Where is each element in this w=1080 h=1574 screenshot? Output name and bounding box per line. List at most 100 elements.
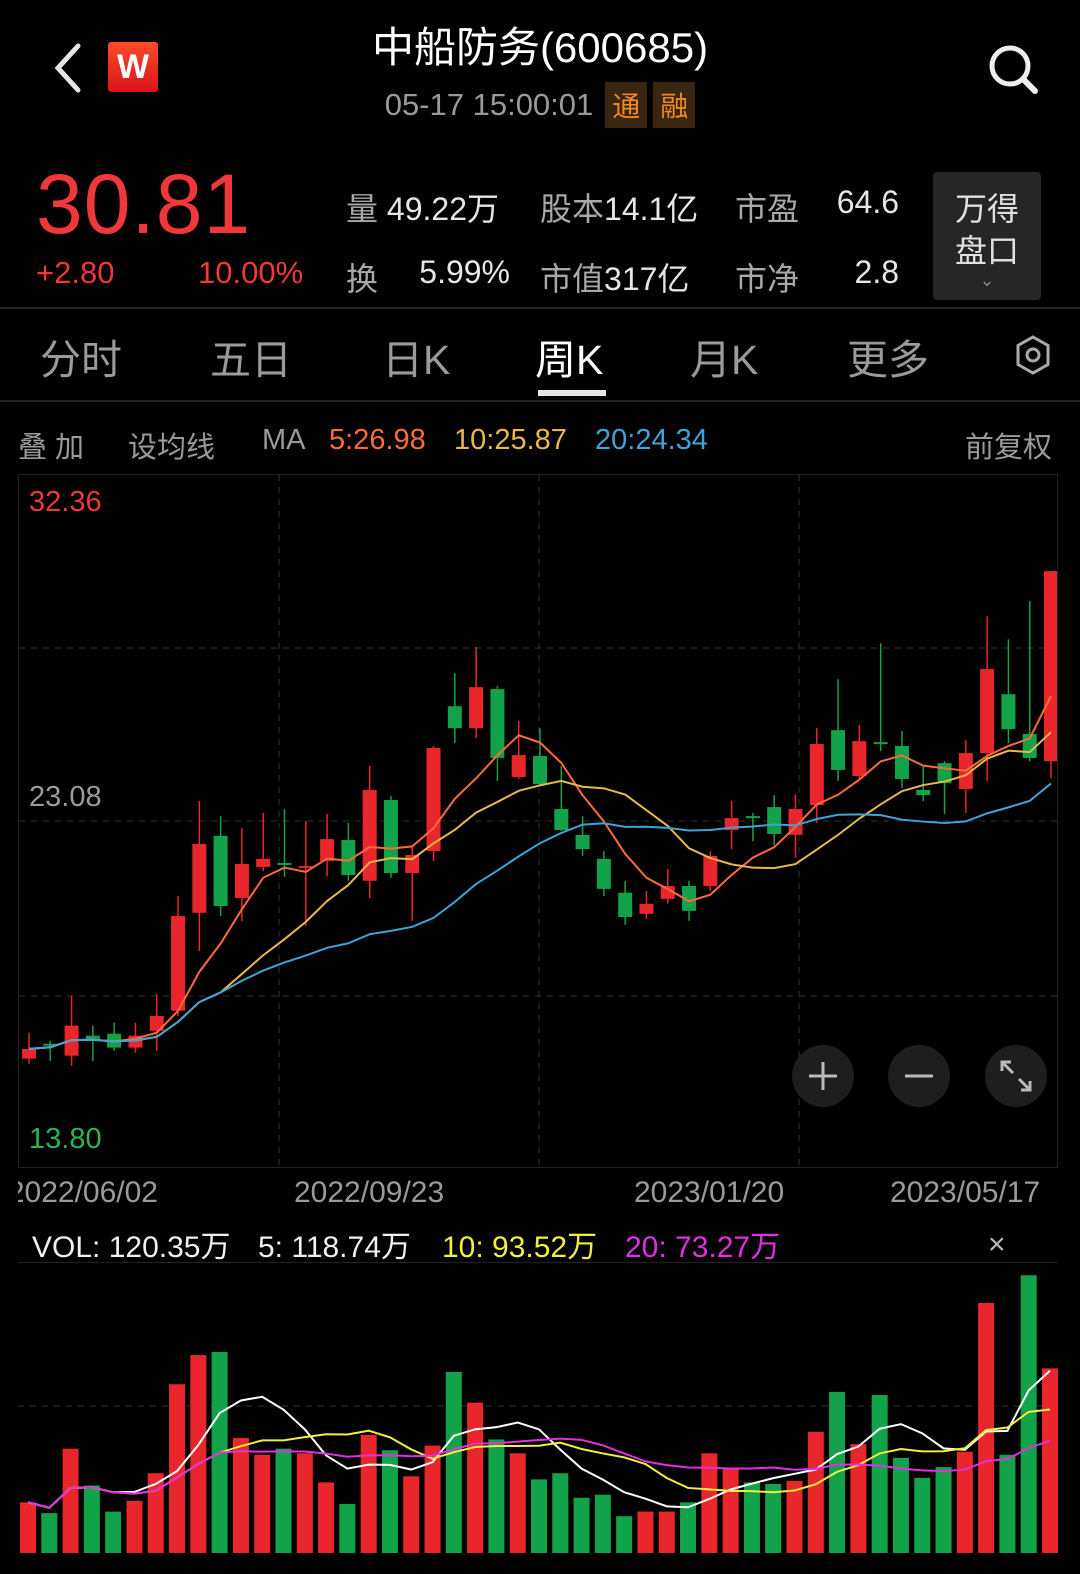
zoom-in-button[interactable]: [792, 1045, 854, 1107]
stat-turnover: 换 5.99%: [346, 254, 510, 300]
tab-daily-k[interactable]: 日K: [382, 337, 451, 383]
volume-bar: [573, 1497, 590, 1553]
stat-label: 股本: [540, 191, 605, 227]
volume-bar: [743, 1482, 760, 1553]
candle-up: [809, 744, 824, 806]
volume-value: VOL: 120.35万: [32, 1231, 231, 1264]
candle-down: [831, 730, 846, 770]
wind-panel-button[interactable]: 万得 盘口 ⌄: [933, 172, 1041, 300]
volume-bar: [956, 1451, 973, 1553]
volume-bar: [190, 1355, 207, 1553]
adjustment-button[interactable]: 前复权: [965, 432, 1053, 464]
candle-up: [660, 885, 675, 899]
price-chart[interactable]: [18, 474, 1058, 1168]
y-axis-min-label: 13.80: [29, 1123, 102, 1155]
candle-down: [43, 1043, 58, 1046]
back-button[interactable]: [48, 40, 88, 96]
zoom-out-button[interactable]: [888, 1045, 950, 1107]
candle-down: [894, 746, 909, 779]
tab-more[interactable]: 更多: [847, 337, 929, 383]
candle-up: [980, 669, 995, 754]
minus-icon: [905, 1074, 933, 1078]
volume-bar: [381, 1450, 398, 1553]
volume-bar: [20, 1502, 36, 1553]
volume-bar: [594, 1494, 611, 1553]
candle-up: [298, 865, 313, 868]
stat-label: 市净: [735, 261, 800, 297]
ma10-value: 10:25.87: [454, 424, 567, 456]
candle-up: [511, 755, 526, 778]
expand-icon: [1000, 1060, 1032, 1092]
volume-ma5-value: 5: 118.74万: [258, 1231, 411, 1264]
ma20-line: [28, 782, 1052, 1050]
candle-up: [128, 1035, 143, 1048]
candle-up: [320, 839, 335, 862]
tab-intraday[interactable]: 分时: [40, 337, 122, 383]
stat-value: 64.6: [836, 184, 899, 220]
stat-market-cap: 市值317亿: [540, 254, 689, 300]
volume-bar: [914, 1477, 931, 1553]
close-volume-button[interactable]: ×: [988, 1228, 1006, 1262]
stat-pe: 市盈 64.6: [735, 184, 899, 230]
active-tab-indicator: [538, 390, 606, 396]
volume-chart[interactable]: [18, 1262, 1058, 1553]
candle-down: [767, 807, 782, 834]
volume-bar: [807, 1431, 824, 1553]
tab-weekly-k[interactable]: 周K: [535, 337, 604, 383]
chevron-left-icon: [54, 43, 81, 93]
x-axis-label: 2023/01/20: [634, 1176, 785, 1209]
volume-bar: [424, 1445, 441, 1553]
volume-bar: [850, 1444, 867, 1553]
candle-up: [788, 809, 803, 835]
volume-bar: [403, 1476, 420, 1553]
volume-bar: [935, 1467, 952, 1553]
volume-bar: [41, 1513, 58, 1553]
stat-label: 市值: [540, 261, 605, 297]
x-axis-label: 2023/05/17: [890, 1176, 1041, 1209]
y-axis-mid-label: 23.08: [29, 781, 102, 813]
chart-settings-button[interactable]: [1014, 334, 1052, 376]
volume-bar: [126, 1500, 143, 1553]
fullscreen-button[interactable]: [985, 1045, 1047, 1107]
stat-volume: 量 49.22万: [346, 184, 499, 230]
volume-bar: [339, 1503, 356, 1553]
candle-down: [490, 689, 505, 758]
candle-up: [234, 863, 249, 898]
volume-bar: [871, 1394, 888, 1553]
ma20-value: 20:24.34: [595, 424, 708, 456]
candle-down: [596, 858, 611, 889]
stat-label: 市盈: [735, 191, 800, 227]
panel-button-line2: 盘口: [954, 233, 1019, 269]
close-icon: ×: [988, 1228, 1006, 1261]
candlestick-chart: [19, 475, 1057, 1167]
x-axis-label: 2022/09/23: [294, 1176, 445, 1209]
subtitle-row: 05-17 15:00:01 通 融: [0, 82, 1080, 128]
ma5-line: [28, 695, 1052, 1050]
volume-bar: [509, 1453, 526, 1553]
stat-label: 量: [346, 191, 379, 227]
candle-up: [362, 789, 377, 881]
candle-up: [469, 687, 484, 729]
candle-down: [618, 892, 633, 918]
volume-bar: [488, 1439, 505, 1553]
overlay-button[interactable]: 叠 加: [18, 432, 85, 464]
volume-bar: [892, 1457, 909, 1553]
volume-bar: [722, 1468, 739, 1553]
tab-five-day[interactable]: 五日: [210, 337, 292, 383]
candle-up: [639, 903, 654, 914]
stat-share-capital: 股本14.1亿: [540, 184, 698, 230]
candle-up: [852, 741, 867, 777]
candle-down: [533, 756, 547, 785]
volume-bar: [701, 1453, 718, 1553]
tab-monthly-k[interactable]: 月K: [690, 337, 759, 383]
volume-bar: [616, 1516, 633, 1553]
divider: [0, 307, 1080, 309]
stat-pb: 市净 2.8: [735, 254, 899, 300]
candle-up: [149, 1015, 164, 1031]
stat-value: 2.8: [854, 254, 899, 290]
period-tabs: 分时 五日 日K 周K 月K 更多: [0, 326, 1080, 386]
set-ma-button[interactable]: 设均线: [128, 432, 216, 464]
search-button[interactable]: [986, 42, 1040, 96]
volume-bar: [360, 1434, 377, 1553]
candle-down: [383, 799, 398, 874]
